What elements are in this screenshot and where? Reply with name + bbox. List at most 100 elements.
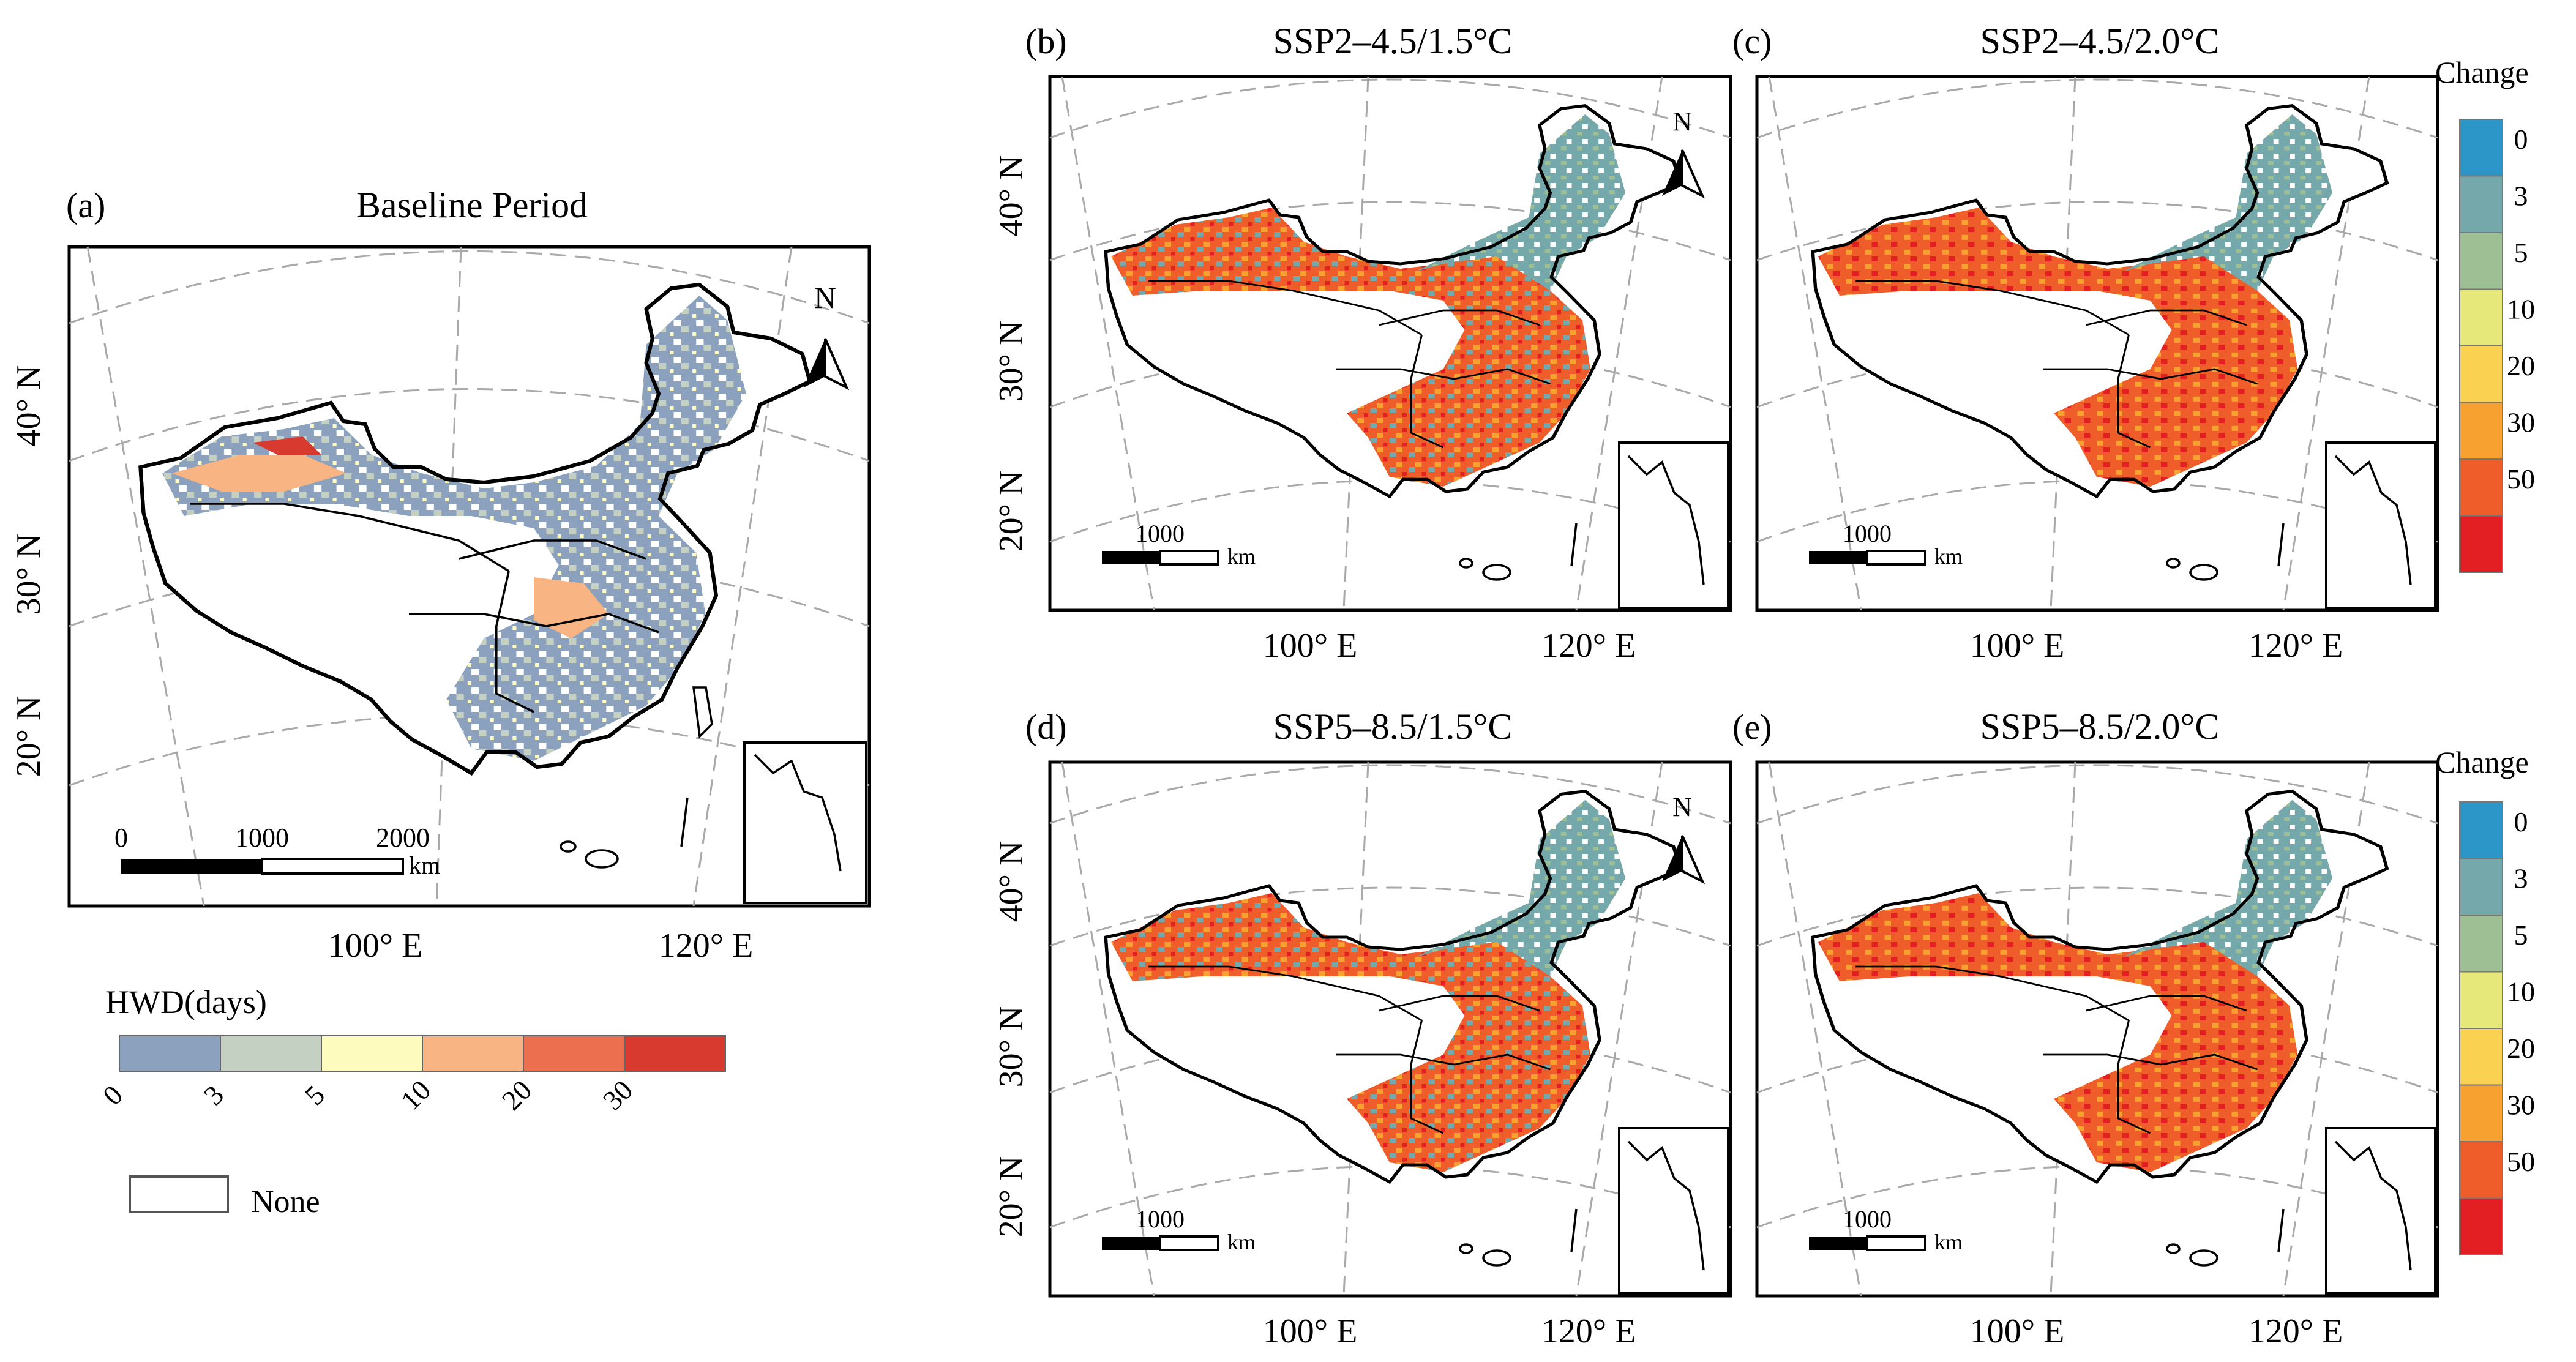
change-panels: (b) SSP2–4.5/1.5°C N 1000 km 40° N 30° N 20° N 1…: [992, 21, 2439, 1350]
none-swatch: [129, 1175, 229, 1213]
panel-b-letter: (b): [1025, 21, 1067, 61]
change-legend-0-tick-20: 20: [2507, 350, 2535, 381]
panel-b-scale-tick: 1000: [1136, 520, 1185, 547]
panel-e-china-map: [1813, 791, 2387, 1182]
panel-b-change-field: [1111, 114, 1625, 487]
baseline-legend-title: HWD(days): [105, 984, 267, 1020]
panel-e-title: SSP5–8.5/2.0°C: [1980, 706, 2220, 747]
change-legend-0-swatch-2: [2459, 232, 2503, 290]
panel-b-inset-coast: [1627, 455, 1705, 585]
change-legend-0-swatch-0: [2459, 119, 2503, 177]
change-legend-0-tick-30: 30: [2507, 406, 2535, 438]
panel-a-north-arrow: N: [804, 280, 850, 391]
panel-a-lat-20: 20° N: [10, 696, 48, 777]
baseline-legend-swatch-5: [624, 1035, 726, 1072]
panel-b-north-label: N: [1672, 107, 1692, 137]
panel-b-lon-100: 100° E: [1263, 627, 1358, 665]
panel-e: (e) SSP5–8.5/2.0°C 1000 km 100° E 120° E: [1732, 706, 2439, 1350]
change-legend-1-tick-20: 20: [2507, 1033, 2535, 1064]
panel-d-title: SSP5–8.5/1.5°C: [1273, 706, 1513, 747]
change-legend-0-swatch-4: [2459, 345, 2503, 403]
change-legend-0-swatch-6: [2459, 458, 2503, 517]
panel-d-scale-bar: 1000 km: [1102, 1205, 1256, 1254]
change-legend-1-swatch-3: [2459, 971, 2503, 1029]
panel-c-south-sea-inset: [2325, 441, 2436, 609]
baseline-legend-tick-10: 10: [395, 1074, 437, 1117]
change-legend-1-swatch-6: [2459, 1141, 2503, 1199]
panel-a-scale-tick-0: 0: [114, 823, 128, 853]
panel-d-northeast-field: [1416, 800, 1625, 976]
panel-a-scale-tick-2: 2000: [376, 823, 430, 853]
change-legend-0-swatch-3: [2459, 288, 2503, 346]
baseline-legend-swatch-0: [119, 1035, 221, 1072]
change-legend-0-tick-0: 0: [2514, 124, 2528, 155]
panel-a-lat-30: 30° N: [10, 534, 48, 615]
panel-e-lon-120: 120° E: [2248, 1312, 2343, 1350]
panel-e-south-sea-inset: [2325, 1127, 2436, 1295]
panel-c-inset-coast: [2334, 455, 2412, 585]
panel-d-lat-0: 40° N: [992, 841, 1030, 922]
change-legend-1-swatch-5: [2459, 1084, 2503, 1142]
panel-d-lat-1: 30° N: [992, 1006, 1030, 1088]
panel-b-south-sea-inset: [1618, 441, 1729, 609]
panel-b-islands: [1459, 523, 1578, 581]
panel-a-hotspot-core: [253, 436, 322, 455]
panel-c: (c) SSP2–4.5/2.0°C 1000 km 100° E 120° E: [1732, 21, 2439, 665]
change-legend-0-title: Change: [2435, 55, 2529, 89]
panel-d-inset-coast: [1627, 1140, 1705, 1271]
panel-c-northeast-field: [2123, 114, 2332, 291]
panel-a-hotspot: [171, 455, 346, 492]
panel-b-china-map: [1106, 106, 1680, 496]
panel-c-china-map: [1813, 106, 2387, 496]
panel-e-scale-bar: 1000 km: [1809, 1205, 1963, 1254]
panel-e-letter: (e): [1732, 707, 1772, 747]
panel-b: (b) SSP2–4.5/1.5°C N 1000 km 40° N 30° N 20° N 1…: [992, 21, 1732, 665]
panel-e-northeast-field: [2123, 800, 2332, 976]
panel-d-islands: [1459, 1208, 1578, 1267]
panel-a-lon-120: 120° E: [659, 927, 754, 965]
baseline-legend-tick-3: 3: [198, 1079, 230, 1111]
panel-d-letter: (d): [1025, 707, 1067, 747]
panel-b-lat-0: 40° N: [992, 155, 1030, 237]
panel-d-north-arrow: N: [1662, 792, 1705, 885]
panel-b-northeast-field: [1416, 114, 1625, 291]
change-legend-1-swatch-1: [2459, 858, 2503, 916]
panel-a-scale-unit: km: [409, 851, 440, 879]
panel-b-lat-labels: 40° N 30° N 20° N: [992, 155, 1030, 552]
panel-c-lon-100: 100° E: [1970, 627, 2065, 665]
panel-c-scale-tick: 1000: [1843, 520, 1892, 547]
panel-b-lat-1: 30° N: [992, 321, 1030, 402]
panel-c-islands: [2166, 523, 2285, 581]
panel-c-change-field: [1818, 114, 2332, 487]
panel-d-north-label: N: [1672, 792, 1692, 822]
change-legend-1-swatch-4: [2459, 1028, 2503, 1086]
change-legend-1-tick-0: 0: [2514, 806, 2528, 837]
change-legend-1-title: Change: [2435, 745, 2529, 779]
panel-b-title: SSP2–4.5/1.5°C: [1273, 21, 1513, 61]
panel-a-scale-tick-1: 1000: [235, 823, 289, 853]
change-legend-0-tick-3: 3: [2514, 180, 2528, 211]
baseline-legend-swatch-4: [523, 1035, 625, 1072]
panel-a-scale-bar: 0 1000 2000 km: [114, 823, 440, 879]
baseline-legend-swatch-2: [321, 1035, 423, 1072]
panel-c-scale-unit: km: [1934, 544, 1963, 569]
panel-a-north-label: N: [814, 280, 836, 315]
change-legend-1-swatch-0: [2459, 801, 2503, 859]
panel-d-change-field: [1111, 800, 1625, 1172]
change-legend-1-tick-50: 50: [2507, 1146, 2535, 1177]
panel-a-letter: (a): [66, 185, 105, 225]
change-legend-1-swatch-2: [2459, 915, 2503, 973]
panel-b-lon-120: 120° E: [1541, 627, 1636, 665]
panel-e-inset-coast: [2334, 1140, 2412, 1271]
panel-e-scale-unit: km: [1934, 1230, 1963, 1254]
baseline-legend-swatch-3: [422, 1035, 524, 1072]
panel-e-lon-100: 100° E: [1970, 1312, 2065, 1350]
baseline-legend: HWD(days) 0 3 5 10 20 30 None: [97, 984, 726, 1219]
panel-a-china-map: [140, 285, 809, 773]
panel-d-lat-labels: 40° N 30° N 20° N: [992, 841, 1030, 1238]
baseline-legend-swatch-1: [220, 1035, 322, 1072]
panel-d-south-sea-inset: [1618, 1127, 1729, 1295]
change-legend-1-tick-3: 3: [2514, 862, 2528, 894]
panel-d-scale-unit: km: [1227, 1230, 1256, 1254]
